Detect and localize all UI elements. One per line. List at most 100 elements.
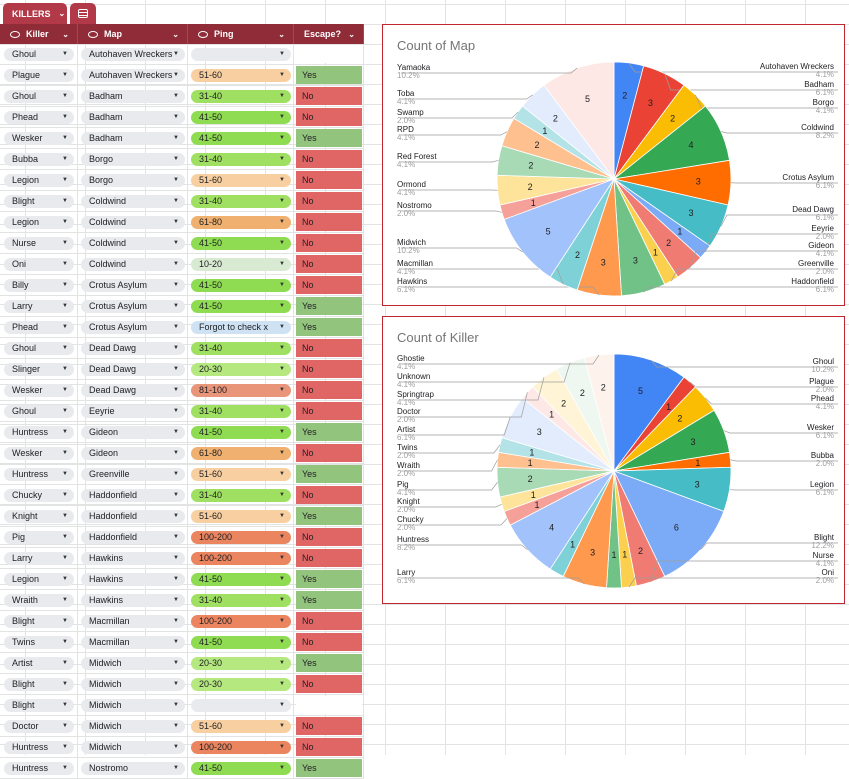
killer-dropdown[interactable]: Phead▼	[4, 111, 74, 124]
killer-cell[interactable]: Twins▼	[0, 632, 78, 652]
killer-dropdown[interactable]: Wesker▼	[4, 384, 74, 397]
dropdown-arrow-icon[interactable]: ▼	[279, 639, 285, 645]
escape-cell[interactable]: No	[294, 359, 364, 379]
map-cell[interactable]: Autohaven Wreckers▼	[78, 44, 188, 64]
dropdown-arrow-icon[interactable]: ▼	[173, 492, 179, 498]
dropdown-arrow-icon[interactable]: ▼	[279, 93, 285, 99]
dropdown-arrow-icon[interactable]: ▼	[173, 198, 179, 204]
ping-dropdown[interactable]: 61-80▼	[191, 216, 291, 229]
killer-cell[interactable]: Ghoul▼	[0, 338, 78, 358]
killer-cell[interactable]: Billy▼	[0, 275, 78, 295]
map-cell[interactable]: Badham▼	[78, 128, 188, 148]
escape-cell[interactable]: Yes	[294, 65, 364, 85]
map-dropdown[interactable]: Crotus Asylum▼	[81, 300, 185, 313]
killer-dropdown[interactable]: Billy▼	[4, 279, 74, 292]
escape-cell[interactable]: No	[294, 443, 364, 463]
dropdown-arrow-icon[interactable]: ▼	[279, 576, 285, 582]
dropdown-arrow-icon[interactable]: ▼	[279, 156, 285, 162]
killer-cell[interactable]: Wraith▼	[0, 590, 78, 610]
killer-cell[interactable]: Ghoul▼	[0, 44, 78, 64]
killer-cell[interactable]: Blight▼	[0, 611, 78, 631]
map-cell[interactable]: Hawkins▼	[78, 569, 188, 589]
map-cell[interactable]: Hawkins▼	[78, 548, 188, 568]
ping-dropdown[interactable]: 51-60▼	[191, 174, 291, 187]
ping-dropdown[interactable]: 31-40▼	[191, 594, 291, 607]
ping-cell[interactable]: 20-30▼	[188, 674, 294, 694]
ping-dropdown[interactable]: 100-200▼	[191, 531, 291, 544]
ping-dropdown[interactable]: 51-60▼	[191, 720, 291, 733]
killer-dropdown[interactable]: Blight▼	[4, 195, 74, 208]
killer-cell[interactable]: Blight▼	[0, 191, 78, 211]
map-dropdown[interactable]: Dead Dawg▼	[81, 384, 185, 397]
killer-cell[interactable]: Huntress▼	[0, 737, 78, 757]
escape-cell[interactable]: No	[294, 212, 364, 232]
dropdown-arrow-icon[interactable]: ▼	[279, 198, 285, 204]
dropdown-arrow-icon[interactable]: ▼	[279, 51, 285, 57]
dropdown-arrow-icon[interactable]: ▼	[279, 450, 285, 456]
map-cell[interactable]: Crotus Asylum▼	[78, 296, 188, 316]
ping-cell[interactable]: 31-40▼	[188, 149, 294, 169]
chevron-down-icon[interactable]: ⌄	[348, 30, 355, 39]
map-dropdown[interactable]: Crotus Asylum▼	[81, 279, 185, 292]
ping-cell[interactable]: 31-40▼	[188, 590, 294, 610]
dropdown-arrow-icon[interactable]: ▼	[62, 324, 68, 330]
killer-cell[interactable]: Artist▼	[0, 653, 78, 673]
ping-dropdown[interactable]: 51-60▼	[191, 69, 291, 82]
dropdown-arrow-icon[interactable]: ▼	[279, 492, 285, 498]
ping-dropdown[interactable]: 31-40▼	[191, 405, 291, 418]
escape-cell[interactable]: Yes	[294, 653, 364, 673]
ping-cell[interactable]: 41-50▼	[188, 758, 294, 778]
ping-cell[interactable]: 51-60▼	[188, 506, 294, 526]
map-cell[interactable]: Midwich▼	[78, 674, 188, 694]
ping-cell[interactable]: 31-40▼	[188, 401, 294, 421]
killer-cell[interactable]: Oni▼	[0, 254, 78, 274]
ping-cell[interactable]: 100-200▼	[188, 611, 294, 631]
dropdown-arrow-icon[interactable]: ▼	[279, 303, 285, 309]
ping-dropdown[interactable]: 41-50▼	[191, 279, 291, 292]
dropdown-arrow-icon[interactable]: ▼	[279, 429, 285, 435]
map-dropdown[interactable]: Nostromo▼	[81, 762, 185, 775]
dropdown-arrow-icon[interactable]: ▼	[173, 51, 179, 57]
escape-cell[interactable]: No	[294, 548, 364, 568]
map-cell[interactable]: Greenville▼	[78, 464, 188, 484]
map-dropdown[interactable]: Midwich▼	[81, 657, 185, 670]
killer-cell[interactable]: Knight▼	[0, 506, 78, 526]
escape-cell[interactable]: Yes	[294, 464, 364, 484]
killer-cell[interactable]: Bubba▼	[0, 149, 78, 169]
map-cell[interactable]: Haddonfield▼	[78, 506, 188, 526]
dropdown-arrow-icon[interactable]: ▼	[279, 765, 285, 771]
map-cell[interactable]: Borgo▼	[78, 149, 188, 169]
header-map[interactable]: Map⌄	[78, 24, 188, 44]
map-dropdown[interactable]: Dead Dawg▼	[81, 363, 185, 376]
dropdown-arrow-icon[interactable]: ▼	[279, 555, 285, 561]
map-dropdown[interactable]: Greenville▼	[81, 468, 185, 481]
ping-cell[interactable]: 31-40▼	[188, 86, 294, 106]
killer-dropdown[interactable]: Ghoul▼	[4, 405, 74, 418]
map-dropdown[interactable]: Hawkins▼	[81, 573, 185, 586]
dropdown-arrow-icon[interactable]: ▼	[173, 72, 179, 78]
escape-cell[interactable]: No	[294, 338, 364, 358]
ping-dropdown[interactable]: 31-40▼	[191, 342, 291, 355]
escape-cell[interactable]: Yes	[294, 758, 364, 778]
dropdown-arrow-icon[interactable]: ▼	[62, 72, 68, 78]
dropdown-arrow-icon[interactable]: ▼	[279, 702, 285, 708]
killer-dropdown[interactable]: Pig▼	[4, 531, 74, 544]
dropdown-arrow-icon[interactable]: ▼	[173, 744, 179, 750]
killer-dropdown[interactable]: Nurse▼	[4, 237, 74, 250]
escape-cell[interactable]: No	[294, 527, 364, 547]
map-dropdown[interactable]: Haddonfield▼	[81, 531, 185, 544]
dropdown-arrow-icon[interactable]: ▼	[62, 471, 68, 477]
killer-cell[interactable]: Pig▼	[0, 527, 78, 547]
map-dropdown[interactable]: Gideon▼	[81, 426, 185, 439]
killer-dropdown[interactable]: Huntress▼	[4, 741, 74, 754]
dropdown-arrow-icon[interactable]: ▼	[62, 492, 68, 498]
escape-cell[interactable]	[294, 44, 364, 64]
killer-dropdown[interactable]: Ghoul▼	[4, 48, 74, 61]
sheet-tab-killers[interactable]: KILLERS ⌄	[3, 3, 67, 24]
killer-dropdown[interactable]: Phead▼	[4, 321, 74, 334]
ping-dropdown[interactable]: ▼	[191, 48, 291, 61]
dropdown-arrow-icon[interactable]: ▼	[279, 597, 285, 603]
map-dropdown[interactable]: Badham▼	[81, 132, 185, 145]
ping-cell[interactable]: ▼	[188, 44, 294, 64]
escape-cell[interactable]: Yes	[294, 296, 364, 316]
